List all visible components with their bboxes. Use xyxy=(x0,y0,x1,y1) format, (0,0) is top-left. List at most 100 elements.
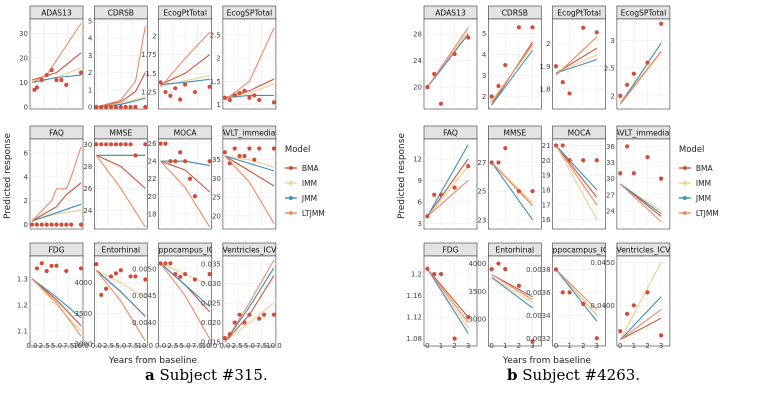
y-tick-label: 26 xyxy=(83,185,92,193)
y-tick-label: 4000 xyxy=(74,279,92,287)
y-tick-label: 2 xyxy=(152,32,156,40)
y-tick-label: 0.0040 xyxy=(132,319,157,327)
legend-marker xyxy=(682,181,687,185)
panel-title: CDRSB xyxy=(108,9,134,18)
y-tick-label: 3 xyxy=(88,52,92,60)
observation-point xyxy=(645,155,650,160)
observation-point xyxy=(560,290,565,295)
observation-point xyxy=(503,62,508,68)
observation-point xyxy=(452,336,457,341)
observation-point xyxy=(645,290,650,295)
x-tick-label: 3 xyxy=(466,342,470,350)
observation-point xyxy=(631,303,636,308)
y-tick-label: 20 xyxy=(148,193,157,201)
observation-point xyxy=(567,158,572,163)
observation-point xyxy=(624,82,630,87)
panel-title: RAVLT_immediate xyxy=(610,129,678,138)
caption-b-label: b xyxy=(507,366,518,384)
panel-moca: MOCA 16 17 18 19 20 21 xyxy=(542,125,606,230)
panel-title: Entorhinal xyxy=(101,246,140,255)
y-tick-label: 35 xyxy=(212,156,221,164)
series-line-imm xyxy=(96,269,146,299)
series-line-bma xyxy=(620,317,662,341)
y-tick-label: 33 xyxy=(606,159,615,167)
series-line-jmm xyxy=(224,267,275,343)
observation-point xyxy=(183,159,188,164)
panel-title: MMSE xyxy=(109,129,132,138)
y-tick-label: 3 xyxy=(482,72,486,80)
x-tick-label: 2.5 xyxy=(232,342,243,350)
panel-entorhinal: Entorhinal 3000 3500 4000 0 1 2 3 xyxy=(468,242,542,350)
observation-point xyxy=(438,192,444,197)
observation-point xyxy=(581,301,586,306)
observation-point xyxy=(432,192,437,197)
observation-point xyxy=(658,333,664,338)
observation-point xyxy=(39,77,44,83)
panel-ecogsptotal: EcogSPTotal 2 2.5 3 xyxy=(604,5,671,110)
y-tick-label: 28 xyxy=(83,163,92,171)
x-tick-label: 1 xyxy=(439,342,443,350)
y-tick-label: 26 xyxy=(148,140,157,148)
series-line-ltjmm xyxy=(224,155,275,224)
panel-plot-area xyxy=(423,18,478,110)
observation-point xyxy=(113,104,118,109)
series-line-jmm xyxy=(31,278,82,319)
x-tick-label: 10.0 xyxy=(202,342,218,350)
series-line-ltjmm xyxy=(95,269,146,342)
y-tick-label: 2.5 xyxy=(604,65,615,73)
legend-label-jmm: JMM xyxy=(695,194,711,203)
observation-point xyxy=(192,89,197,95)
panel-title: Hippocampus_ICV xyxy=(151,246,220,255)
series-line-jmm xyxy=(31,203,82,222)
observation-point xyxy=(581,25,586,30)
observation-point xyxy=(262,312,267,317)
y-tick-label: 30 xyxy=(606,175,615,183)
observation-point xyxy=(192,194,197,199)
series-line-ltjmm xyxy=(224,27,275,101)
y-tick-label: 17 xyxy=(542,201,551,209)
x-tick-label: 5.0 xyxy=(115,342,126,350)
observation-point xyxy=(49,222,54,227)
observation-point xyxy=(158,261,163,266)
legend: Model BMA IMM JMM LTJMM xyxy=(678,145,719,218)
observation-point xyxy=(452,185,457,190)
panel-faq: FAQ 3 6 9 12 xyxy=(413,125,478,230)
series-line-ltjmm xyxy=(160,31,211,88)
x-tick-label: 0 xyxy=(489,342,493,350)
y-tick-label: 0.0032 xyxy=(526,335,551,343)
y-tick-label: 1.5 xyxy=(145,70,156,78)
y-tick-label: 0.020 xyxy=(201,319,221,327)
y-tick-label: 5 xyxy=(88,18,92,26)
observation-point xyxy=(163,261,168,266)
y-tick-label: 0.0050 xyxy=(132,265,157,273)
y-tick-label: 2.5 xyxy=(210,31,221,39)
observation-point xyxy=(232,93,237,98)
panel-mmse: MMSE 23 25 27 xyxy=(477,125,542,230)
x-tick-label: 2 xyxy=(645,342,649,350)
series-line-ltjmm xyxy=(491,274,533,301)
x-tick-label: 0.0 xyxy=(26,342,37,350)
observation-point xyxy=(271,312,276,317)
series-line-imm xyxy=(31,278,82,332)
series-line-bma xyxy=(426,158,469,217)
x-tick-label: 5.0 xyxy=(244,342,255,350)
y-tick-label: 1.2 xyxy=(411,271,422,279)
y-tick-label: 0.0036 xyxy=(526,289,551,297)
y-tick-label: 27 xyxy=(606,191,615,199)
legend-label-imm: IMM xyxy=(302,179,317,188)
chart-b: Predicted response Years from baseline ADA… xyxy=(397,5,719,366)
observation-point xyxy=(94,262,99,267)
y-tick-label: 10 xyxy=(19,79,28,87)
legend-label-ltjmm: LTJMM xyxy=(302,209,325,218)
panel-title: MMSE xyxy=(503,129,526,138)
observation-point xyxy=(113,142,118,147)
observation-point xyxy=(247,95,252,100)
panel-ventricles_icv: Ventricles_ICV 0.015 0.020 0.025 0.030 0.035 0… xyxy=(201,242,282,350)
series-line-ltjmm xyxy=(426,268,469,323)
y-tick-label: 24 xyxy=(606,207,615,215)
observation-point xyxy=(158,80,163,85)
observation-point xyxy=(257,146,262,151)
observation-point xyxy=(39,222,44,227)
series-line-bma xyxy=(96,72,146,108)
